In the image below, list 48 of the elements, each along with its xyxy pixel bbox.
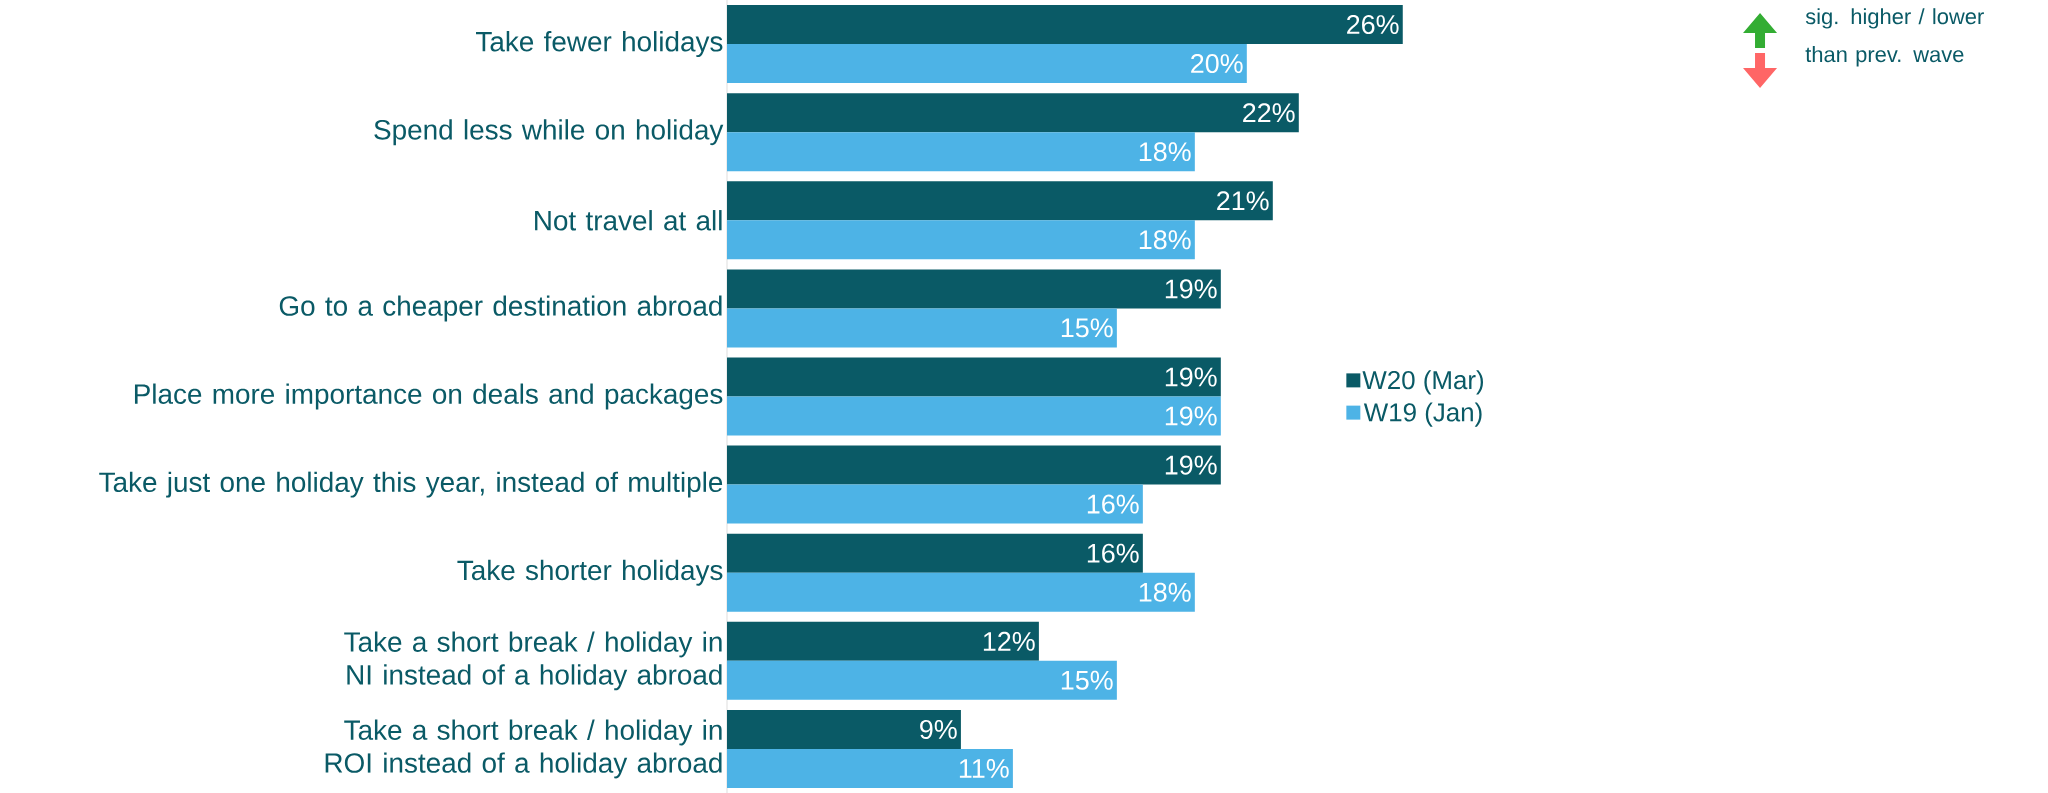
y-tick-label: Take just one holiday this year, instead of multiple <box>99 471 723 498</box>
data-label: 15% <box>1061 670 1113 690</box>
bar <box>727 132 1195 172</box>
data-label: 20% <box>1191 54 1243 74</box>
bar <box>727 709 961 749</box>
data-label: 18% <box>1139 582 1191 602</box>
bar <box>727 308 1117 348</box>
bar <box>727 484 1143 524</box>
data-label: 18% <box>1139 142 1191 162</box>
bar <box>727 621 1039 661</box>
data-label: 19% <box>1165 455 1217 475</box>
y-tick-label: Take shorter holidays <box>457 559 723 586</box>
data-label: 9% <box>920 719 957 739</box>
data-label: 18% <box>1139 230 1191 250</box>
bar <box>727 445 1221 485</box>
bar <box>727 357 1221 397</box>
data-label: 11% <box>959 759 1009 778</box>
bar <box>727 5 1403 45</box>
bar <box>727 533 1143 573</box>
bar <box>727 660 1117 700</box>
data-label: 16% <box>1087 543 1139 563</box>
legend-label: W20 (Mar) <box>1362 370 1484 395</box>
y-tick-label: Not travel at all <box>535 210 722 231</box>
legend-label: W19 (Jan) <box>1363 402 1482 427</box>
y-tick-label: Take a short break / holiday in NI instead of a holiday abroad <box>344 631 722 691</box>
data-label: 19% <box>1165 367 1217 387</box>
data-label: 22% <box>1243 103 1295 123</box>
bar <box>727 181 1273 221</box>
y-tick-label: Go to a cheaper destination abroad <box>279 295 722 322</box>
y-tick-label: Take fewer holidays <box>476 31 723 58</box>
data-label: 19% <box>1165 279 1217 299</box>
bar <box>727 220 1195 260</box>
data-label: 26% <box>1347 15 1399 35</box>
text: sig. higher / lower than prev. wave <box>1805 8 1984 67</box>
y-tick-label: Spend less while on holiday <box>374 119 724 146</box>
bar <box>727 269 1221 309</box>
bar <box>727 93 1299 133</box>
data-label: 21% <box>1217 191 1269 211</box>
y-tick-label: Take a short break / holiday in ROI instead of a holiday abroad <box>325 719 722 779</box>
data-label: 16% <box>1087 494 1139 514</box>
bar <box>727 748 1013 788</box>
bar <box>727 44 1247 84</box>
data-label: 12% <box>983 631 1035 651</box>
data-label: 19% <box>1165 406 1217 426</box>
bar <box>727 396 1221 436</box>
data-label: 15% <box>1061 318 1113 338</box>
bar <box>727 572 1195 612</box>
y-tick-label: Place more importance on deals and packages <box>134 383 723 410</box>
